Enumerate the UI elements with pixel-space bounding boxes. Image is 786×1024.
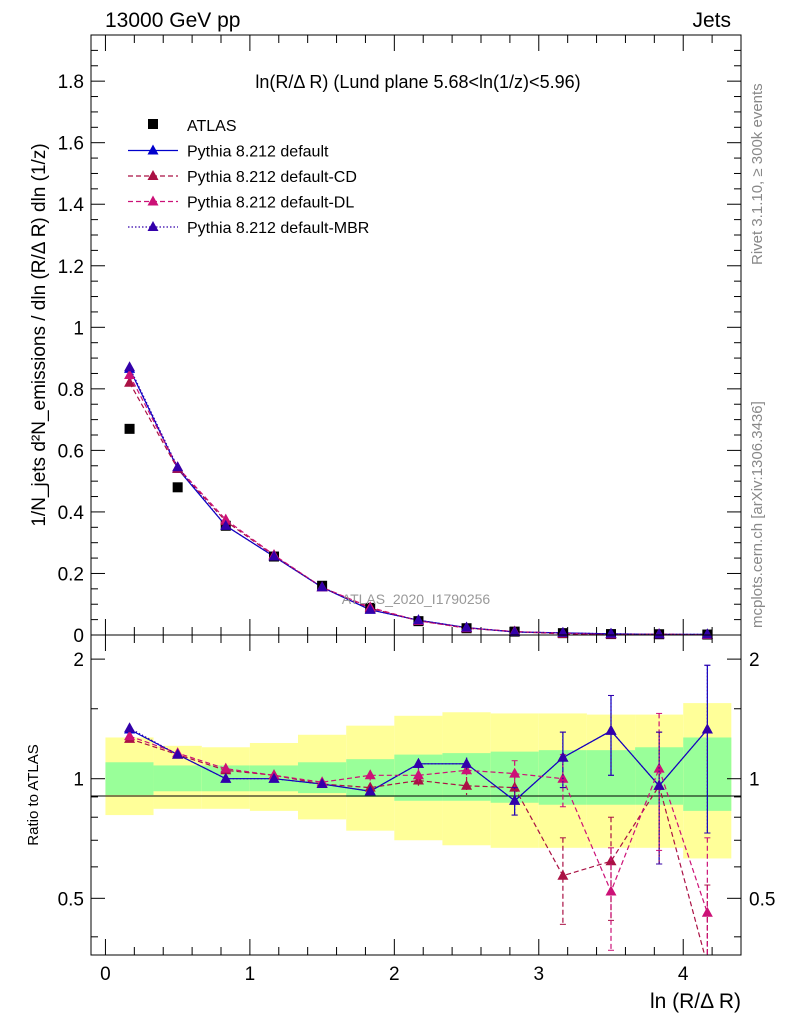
ratio-ytick-label-left: 0.5 bbox=[58, 889, 84, 910]
main-ytick-label: 0.6 bbox=[58, 441, 84, 462]
legend-label: Pythia 8.212 default-MBR bbox=[187, 220, 369, 237]
ratio-band-inner bbox=[105, 762, 154, 795]
main-ytick-label: 1.6 bbox=[58, 134, 84, 155]
main-ytick-label: 0.4 bbox=[58, 503, 85, 524]
data-point bbox=[172, 482, 183, 493]
ratio-point bbox=[461, 779, 473, 790]
main-ylabel: 1/N_jets d²N_emissions / dln (R/Δ R) dln… bbox=[29, 143, 50, 526]
mc-point bbox=[220, 519, 232, 530]
ratio-point bbox=[364, 769, 376, 780]
ratio-band-inner bbox=[153, 765, 202, 792]
legend-label: Pythia 8.212 default-DL bbox=[187, 195, 354, 212]
ratio-ytick-label-right: 0.5 bbox=[749, 889, 775, 910]
mc-point bbox=[557, 626, 569, 637]
ratio-point bbox=[557, 869, 569, 880]
main-ytick-label: 1.4 bbox=[58, 195, 85, 216]
ratio-xtick-label: 4 bbox=[678, 964, 689, 985]
mc-point bbox=[124, 369, 136, 379]
ratio-ylabel: Ratio to ATLAS bbox=[25, 744, 42, 845]
mc-point bbox=[124, 376, 136, 387]
ratio-ytick-label-left: 2 bbox=[73, 650, 84, 671]
header-left: 13000 GeV pp bbox=[105, 9, 240, 32]
ratio-xtick-label: 2 bbox=[389, 964, 400, 985]
ratio-ytick-label-left: 1 bbox=[73, 770, 84, 791]
mc-point bbox=[124, 361, 136, 372]
legend-label: ATLAS bbox=[187, 118, 237, 135]
main-ytick-label: 0 bbox=[73, 626, 84, 647]
x-axis-label: ln (R/Δ R) bbox=[650, 990, 741, 1013]
ratio-ytick-label-right: 1 bbox=[749, 770, 760, 791]
legend-label: Pythia 8.212 default bbox=[187, 144, 329, 161]
ratio-point bbox=[701, 723, 713, 734]
main-ytick-labels: 0 0.2 0.4 0.6 0.8 1 1.2 1.4 1.6 1.8 bbox=[58, 72, 85, 647]
mc-point bbox=[220, 513, 232, 524]
ratio-point bbox=[653, 779, 665, 790]
ratio-point bbox=[220, 762, 232, 773]
ratio-xtick-label: 0 bbox=[100, 964, 111, 985]
mc-point bbox=[701, 628, 713, 639]
ratio-point bbox=[124, 722, 136, 733]
ratio-axes-ticks bbox=[91, 635, 741, 955]
ratio-frame bbox=[90, 634, 742, 956]
ratio-ytick-label-right: 2 bbox=[749, 650, 760, 671]
mc-point bbox=[509, 625, 521, 636]
main-ytick-label: 1.2 bbox=[58, 257, 84, 278]
main-ytick-label: 0.8 bbox=[58, 380, 84, 401]
ratio-point bbox=[220, 772, 232, 783]
main-axes-ticks bbox=[91, 35, 741, 636]
legend-label: Pythia 8.212 default-CD bbox=[187, 169, 357, 186]
ratio-xtick-label: 1 bbox=[245, 964, 256, 985]
ratio-point bbox=[172, 748, 184, 759]
legend-marker bbox=[147, 221, 159, 231]
ratio-point bbox=[268, 772, 280, 783]
main-ytick-label: 1 bbox=[73, 318, 84, 339]
legend-marker bbox=[147, 195, 159, 206]
legend-marker bbox=[147, 170, 159, 180]
ratio-point bbox=[605, 885, 617, 896]
ratio-point bbox=[509, 767, 521, 778]
watermark: ATLAS_2020_I1790256 bbox=[342, 591, 491, 607]
mc-point bbox=[364, 603, 376, 614]
ratio-point bbox=[316, 777, 328, 788]
legend-marker bbox=[148, 119, 158, 129]
ratio-point bbox=[702, 959, 713, 969]
ratio-point bbox=[412, 757, 424, 768]
mc-point bbox=[316, 581, 328, 592]
mc-point bbox=[653, 628, 665, 639]
ratio-panel: 0.5 0.5 1 1 2 2 0 1 2 3 4 bbox=[58, 634, 776, 985]
ratio-point bbox=[701, 906, 713, 917]
main-panel: ln(R/Δ R) (Lund plane 5.68<ln(1/z)<5.96)… bbox=[58, 34, 742, 647]
ratio-point bbox=[509, 794, 521, 805]
main-title: ln(R/Δ R) (Lund plane 5.68<ln(1/z)<5.96) bbox=[255, 72, 580, 92]
rivet-label: Rivet 3.1.10, ≥ 300k events bbox=[749, 83, 766, 265]
ratio-point bbox=[605, 724, 617, 735]
ratio-point bbox=[124, 730, 136, 741]
main-ylabel-text: 1/N_jets d²N_emissions / dln (R/Δ R) dln… bbox=[29, 143, 50, 526]
ratio-ytick-labels: 0.5 0.5 1 1 2 2 bbox=[58, 650, 776, 910]
mc-point bbox=[268, 550, 280, 561]
main-ytick-label: 1.8 bbox=[58, 72, 84, 93]
ratio-xtick-labels: 0 1 2 3 4 bbox=[100, 964, 689, 985]
mc-point bbox=[461, 621, 473, 632]
ratio-series-markers bbox=[124, 664, 713, 969]
data-point bbox=[124, 423, 135, 434]
mcplots-label: mcplots.cern.ch [arXiv:1306.3436] bbox=[749, 401, 766, 628]
legend-marker bbox=[147, 144, 159, 155]
main-ytick-label: 0.2 bbox=[58, 564, 84, 585]
mc-point bbox=[412, 614, 424, 625]
mc-point bbox=[172, 461, 184, 472]
header-right: Jets bbox=[692, 9, 731, 32]
ratio-point bbox=[412, 769, 424, 780]
ratio-point bbox=[461, 757, 473, 768]
ratio-point bbox=[557, 751, 569, 762]
legend: ATLAS Pythia 8.212 default Pythia 8.212 de… bbox=[128, 118, 369, 237]
ratio-point bbox=[364, 785, 376, 796]
ratio-xtick-label: 3 bbox=[533, 964, 544, 985]
